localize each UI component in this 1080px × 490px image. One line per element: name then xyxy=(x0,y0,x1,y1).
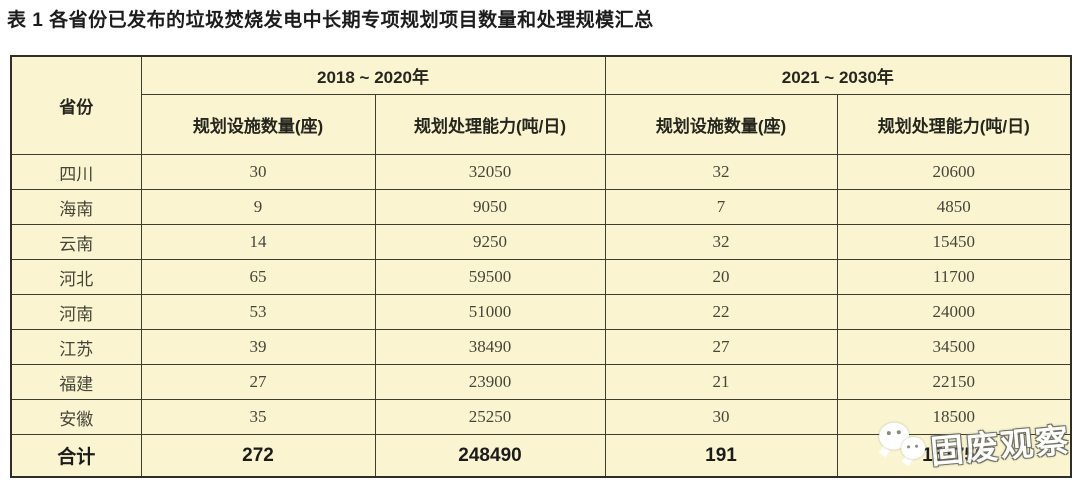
value-cell: 22 xyxy=(604,294,838,330)
value-cell: 11700 xyxy=(836,259,1072,295)
table-row: 云南 14 9250 32 15450 xyxy=(10,224,1072,260)
value-cell: 20 xyxy=(604,259,838,295)
table-row: 海南 9 9050 7 4850 xyxy=(10,189,1072,225)
corner-header-province: 省份 xyxy=(10,55,142,155)
table-body: 四川 30 32050 32 20600 海南 9 9050 7 4850 云南 14 9250 32 15… xyxy=(10,154,1072,478)
header-period-2018-2020: 2018 ~ 2020年 xyxy=(140,55,606,95)
header-row-periods: 省份 2018 ~ 2020年 2021 ~ 2030年 xyxy=(10,55,1072,155)
province-cell: 河南 xyxy=(10,294,142,330)
planning-summary-table: 省份 2018 ~ 2020年 2021 ~ 2030年 规划设施数量(座) 规… xyxy=(10,55,1073,478)
value-cell: 20600 xyxy=(836,154,1072,190)
value-cell: 53 xyxy=(140,294,376,330)
province-cell: 福建 xyxy=(10,364,142,400)
value-cell: 27 xyxy=(140,364,376,400)
header-capacity-2: 规划处理能力(吨/日) xyxy=(836,94,1072,155)
value-cell: 9250 xyxy=(374,224,606,260)
value-cell: 14 xyxy=(140,224,376,260)
value-cell: 32 xyxy=(604,224,838,260)
value-cell: 32050 xyxy=(374,154,606,190)
value-cell: 4850 xyxy=(836,189,1072,225)
value-cell: 25250 xyxy=(374,399,606,435)
header-period-2021-2030: 2021 ~ 2030年 xyxy=(604,55,1072,95)
value-cell: 248490 xyxy=(374,434,606,478)
header-facility-count-2: 规划设施数量(座) xyxy=(604,94,838,155)
value-cell: 22150 xyxy=(836,364,1072,400)
value-cell: 272 xyxy=(140,434,376,478)
table-row: 福建 27 23900 21 22150 xyxy=(10,364,1072,400)
value-cell: 30 xyxy=(604,399,838,435)
table-title: 表 1 各省份已发布的垃圾焚烧发电中长期专项规划项目数量和处理规模汇总 xyxy=(7,10,654,31)
value-cell: 21 xyxy=(604,364,838,400)
table-row: 河南 53 51000 22 24000 xyxy=(10,294,1072,330)
province-cell: 四川 xyxy=(10,154,142,190)
table-row: 四川 30 32050 32 20600 xyxy=(10,154,1072,190)
value-cell: 18500 xyxy=(836,399,1072,435)
value-cell: 9 xyxy=(140,189,376,225)
totals-row: 合计 272 248490 191 151750 xyxy=(10,434,1072,478)
province-cell: 合计 xyxy=(10,434,142,478)
table-row: 河北 65 59500 20 11700 xyxy=(10,259,1072,295)
value-cell: 39 xyxy=(140,329,376,365)
header-facility-count-1: 规划设施数量(座) xyxy=(140,94,376,155)
header-row-metrics: 规划设施数量(座) 规划处理能力(吨/日) 规划设施数量(座) 规划处理能力(吨… xyxy=(11,94,1072,155)
value-cell: 9050 xyxy=(374,189,606,225)
value-cell: 34500 xyxy=(836,329,1072,365)
value-cell: 7 xyxy=(604,189,838,225)
table-header: 省份 2018 ~ 2020年 2021 ~ 2030年 规划设施数量(座) 规… xyxy=(10,55,1072,155)
value-cell: 15450 xyxy=(836,224,1072,260)
table-row: 江苏 39 38490 27 34500 xyxy=(10,329,1072,365)
value-cell: 151750 xyxy=(836,434,1072,478)
value-cell: 32 xyxy=(604,154,838,190)
value-cell: 27 xyxy=(604,329,838,365)
header-capacity-1: 规划处理能力(吨/日) xyxy=(374,94,606,155)
value-cell: 38490 xyxy=(374,329,606,365)
province-cell: 安徽 xyxy=(10,399,142,435)
province-cell: 云南 xyxy=(10,224,142,260)
table-row: 安徽 35 25250 30 18500 xyxy=(10,399,1072,435)
province-cell: 海南 xyxy=(10,189,142,225)
value-cell: 59500 xyxy=(374,259,606,295)
value-cell: 35 xyxy=(140,399,376,435)
value-cell: 191 xyxy=(604,434,838,478)
province-cell: 江苏 xyxy=(10,329,142,365)
value-cell: 30 xyxy=(140,154,376,190)
value-cell: 23900 xyxy=(374,364,606,400)
value-cell: 51000 xyxy=(374,294,606,330)
value-cell: 24000 xyxy=(836,294,1072,330)
value-cell: 65 xyxy=(140,259,376,295)
province-cell: 河北 xyxy=(10,259,142,295)
